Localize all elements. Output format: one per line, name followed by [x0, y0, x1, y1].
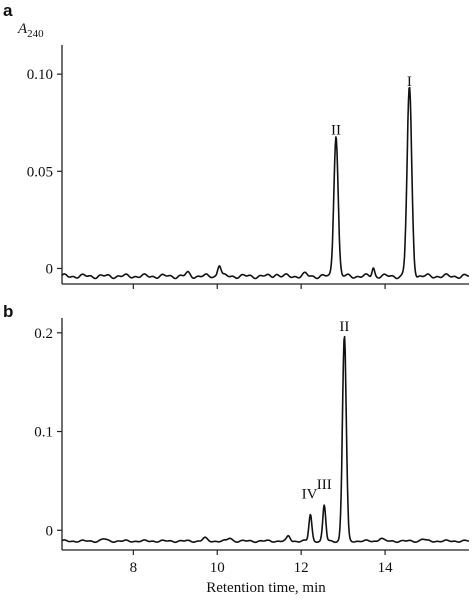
- panel-a-label: a: [3, 1, 13, 20]
- peak-label: III: [317, 477, 332, 493]
- y-tick-label: 0: [46, 523, 54, 539]
- peak-label: I: [407, 74, 412, 90]
- panel-b-trace: [61, 335, 470, 544]
- panel-a-x-ticks: [132, 284, 386, 289]
- y-axis-label: A240: [17, 21, 44, 40]
- panel-a-y-ticks: 0 0.05 0.10: [27, 67, 62, 277]
- panel-b-x-ticks: 8 10 12 14: [130, 550, 394, 576]
- peak-label: II: [331, 122, 341, 138]
- y-tick-label: 0: [46, 261, 54, 277]
- panel-a-annotations: III: [331, 74, 412, 139]
- x-tick-label: 8: [130, 560, 138, 576]
- y-tick-label: 0.2: [34, 326, 53, 342]
- panel-b-label: b: [3, 302, 13, 321]
- y-tick-label: 0.05: [27, 164, 53, 180]
- x-tick-label: 10: [210, 560, 225, 576]
- y-tick-label: 0.1: [34, 425, 53, 441]
- panel-a-trace: [61, 86, 470, 280]
- panel-b-y-ticks: 0 0.1 0.2: [34, 326, 62, 539]
- x-tick-label: 14: [378, 560, 394, 576]
- peak-label: II: [339, 319, 349, 335]
- y-tick-label: 0.10: [27, 67, 53, 83]
- x-axis-label: Retention time, min: [206, 580, 326, 596]
- peak-label: IV: [302, 487, 318, 503]
- panel-a: a A240 00.050.10 III: [3, 1, 470, 289]
- x-tick-label: 12: [294, 560, 309, 576]
